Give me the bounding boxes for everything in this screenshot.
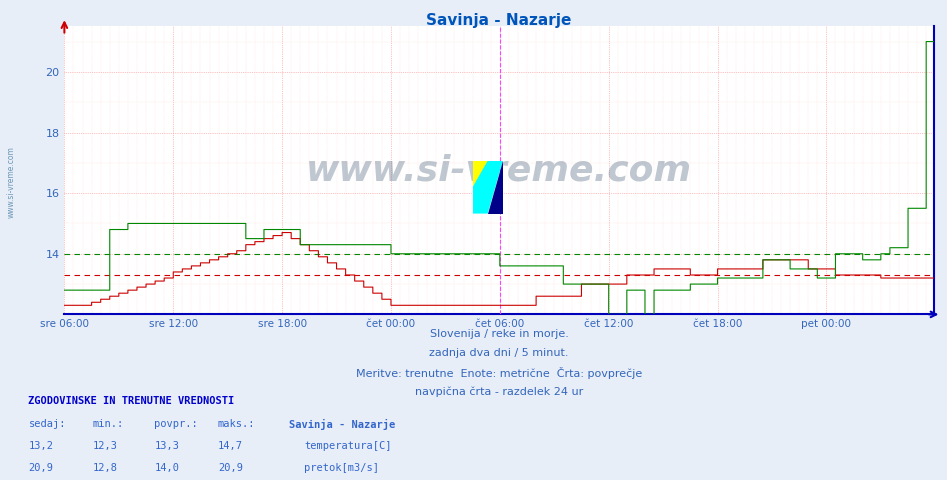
Polygon shape — [473, 161, 503, 214]
Text: Savinja - Nazarje: Savinja - Nazarje — [289, 419, 395, 430]
Text: 20,9: 20,9 — [218, 463, 242, 473]
Text: 12,3: 12,3 — [93, 441, 117, 451]
Polygon shape — [473, 161, 488, 187]
Text: 14,0: 14,0 — [154, 463, 179, 473]
Text: 13,3: 13,3 — [154, 441, 179, 451]
Text: ZGODOVINSKE IN TRENUTNE VREDNOSTI: ZGODOVINSKE IN TRENUTNE VREDNOSTI — [28, 396, 235, 406]
Text: www.si-vreme.com: www.si-vreme.com — [7, 146, 16, 218]
Text: 12,8: 12,8 — [93, 463, 117, 473]
Text: temperatura[C]: temperatura[C] — [304, 441, 391, 451]
Text: povpr.:: povpr.: — [154, 419, 198, 429]
Text: Meritve: trenutne  Enote: metrične  Črta: povprečje: Meritve: trenutne Enote: metrične Črta: … — [356, 367, 642, 379]
Text: sedaj:: sedaj: — [28, 419, 66, 429]
Text: 20,9: 20,9 — [28, 463, 53, 473]
Text: pretok[m3/s]: pretok[m3/s] — [304, 463, 379, 473]
Text: 13,2: 13,2 — [28, 441, 53, 451]
Text: www.si-vreme.com: www.si-vreme.com — [306, 154, 692, 187]
Polygon shape — [488, 161, 503, 214]
Text: maks.:: maks.: — [218, 419, 256, 429]
Text: zadnja dva dni / 5 minut.: zadnja dva dni / 5 minut. — [429, 348, 569, 358]
Text: Slovenija / reke in morje.: Slovenija / reke in morje. — [430, 329, 568, 339]
Text: Savinja - Nazarje: Savinja - Nazarje — [426, 13, 572, 28]
Text: min.:: min.: — [93, 419, 124, 429]
Text: navpična črta - razdelek 24 ur: navpična črta - razdelek 24 ur — [415, 386, 583, 397]
Text: 14,7: 14,7 — [218, 441, 242, 451]
